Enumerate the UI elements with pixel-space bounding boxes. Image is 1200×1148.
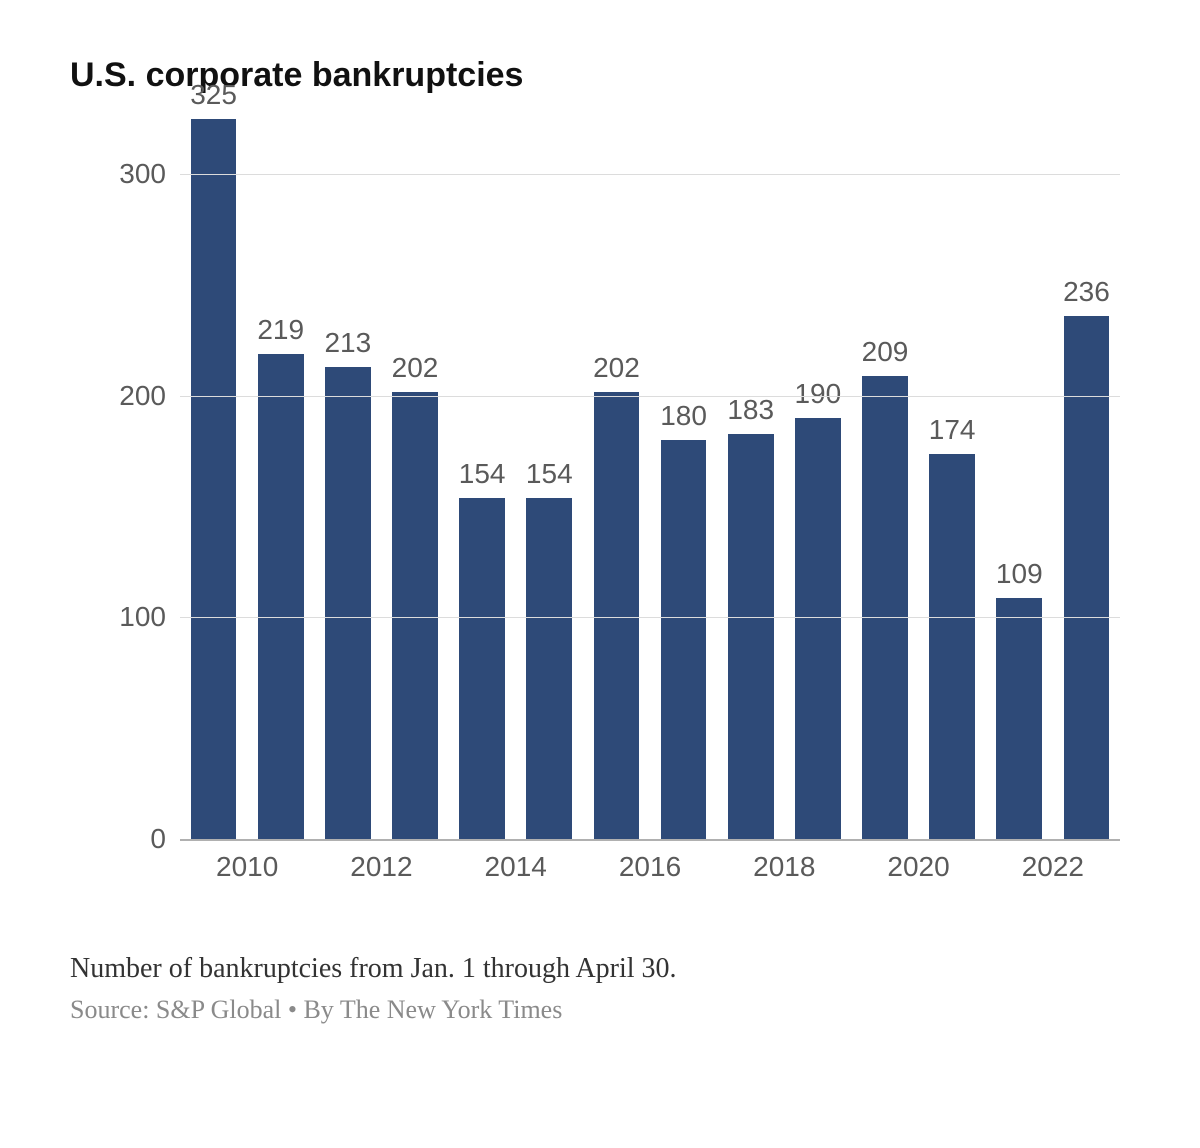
y-axis-label: 200 — [119, 380, 180, 412]
gridline — [180, 617, 1120, 618]
y-axis-label: 100 — [119, 601, 180, 633]
bar: 180 — [661, 440, 707, 839]
bar-value-label: 154 — [526, 458, 573, 498]
bar-value-label: 190 — [794, 378, 841, 418]
x-axis-label: 2020 — [887, 851, 949, 883]
chart-page: U.S. corporate bankruptcies 325219213202… — [0, 0, 1200, 1148]
bar-value-label: 219 — [257, 314, 304, 354]
bar: 202 — [392, 392, 438, 840]
y-axis-label: 0 — [150, 823, 180, 855]
bar: 209 — [862, 376, 908, 839]
bar-value-label: 209 — [862, 336, 909, 376]
chart-area: 3252192132021541542021801831902091741092… — [70, 119, 1130, 919]
bar-value-label: 180 — [660, 400, 707, 440]
gridline — [180, 396, 1120, 397]
bar: 213 — [325, 367, 371, 839]
x-axis-label: 2012 — [350, 851, 412, 883]
bar-value-label: 236 — [1063, 276, 1110, 316]
gridline — [180, 174, 1120, 175]
x-axis-label: 2010 — [216, 851, 278, 883]
bar: 236 — [1064, 316, 1110, 839]
bars-layer: 3252192132021541542021801831902091741092… — [180, 119, 1120, 839]
bar-value-label: 183 — [727, 394, 774, 434]
bar: 190 — [795, 418, 841, 839]
bar-value-label: 109 — [996, 558, 1043, 598]
bar: 325 — [191, 119, 237, 839]
x-axis-label: 2016 — [619, 851, 681, 883]
bar: 154 — [459, 498, 505, 839]
bar: 174 — [929, 454, 975, 839]
chart-caption: Number of bankruptcies from Jan. 1 throu… — [70, 953, 1130, 985]
bar: 154 — [526, 498, 572, 839]
bar-value-label: 213 — [324, 327, 371, 367]
plot-area: 3252192132021541542021801831902091741092… — [180, 119, 1120, 839]
x-axis-label: 2018 — [753, 851, 815, 883]
bar-value-label: 325 — [190, 79, 237, 119]
x-axis-label: 2014 — [485, 851, 547, 883]
bar-value-label: 154 — [459, 458, 506, 498]
chart-source: Source: S&P Global • By The New York Tim… — [70, 995, 1130, 1025]
bar-value-label: 202 — [392, 352, 439, 392]
bar: 202 — [594, 392, 640, 840]
bar-value-label: 174 — [929, 414, 976, 454]
bar-value-label: 202 — [593, 352, 640, 392]
bar: 183 — [728, 434, 774, 839]
x-axis-label: 2022 — [1022, 851, 1084, 883]
bar: 219 — [258, 354, 304, 839]
x-axis-labels: 2010 2012 2014 2016 2018 2020 2022 — [180, 839, 1120, 919]
bar: 109 — [996, 598, 1042, 839]
y-axis-label: 300 — [119, 158, 180, 190]
